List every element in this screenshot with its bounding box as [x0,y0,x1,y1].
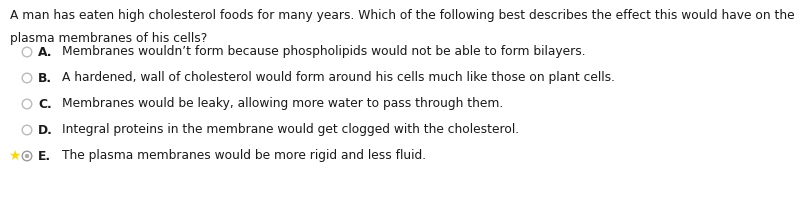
Text: Membranes would be leaky, allowing more water to pass through them.: Membranes would be leaky, allowing more … [62,98,503,111]
Circle shape [25,154,29,158]
Text: A hardened, wall of cholesterol would form around his cells much like those on p: A hardened, wall of cholesterol would fo… [62,72,615,85]
Text: plasma membranes of his cells?: plasma membranes of his cells? [10,32,207,45]
Text: D.: D. [38,124,53,137]
Text: E.: E. [38,150,51,163]
Text: C.: C. [38,98,52,111]
Text: A.: A. [38,46,53,59]
Text: B.: B. [38,72,52,85]
Text: The plasma membranes would be more rigid and less fluid.: The plasma membranes would be more rigid… [62,150,426,163]
Text: A man has eaten high cholesterol foods for many years. Which of the following be: A man has eaten high cholesterol foods f… [10,9,794,22]
Text: Integral proteins in the membrane would get clogged with the cholesterol.: Integral proteins in the membrane would … [62,124,519,137]
Text: Membranes wouldn’t form because phospholipids would not be able to form bilayers: Membranes wouldn’t form because phosphol… [62,46,586,59]
Text: ★: ★ [8,149,21,163]
